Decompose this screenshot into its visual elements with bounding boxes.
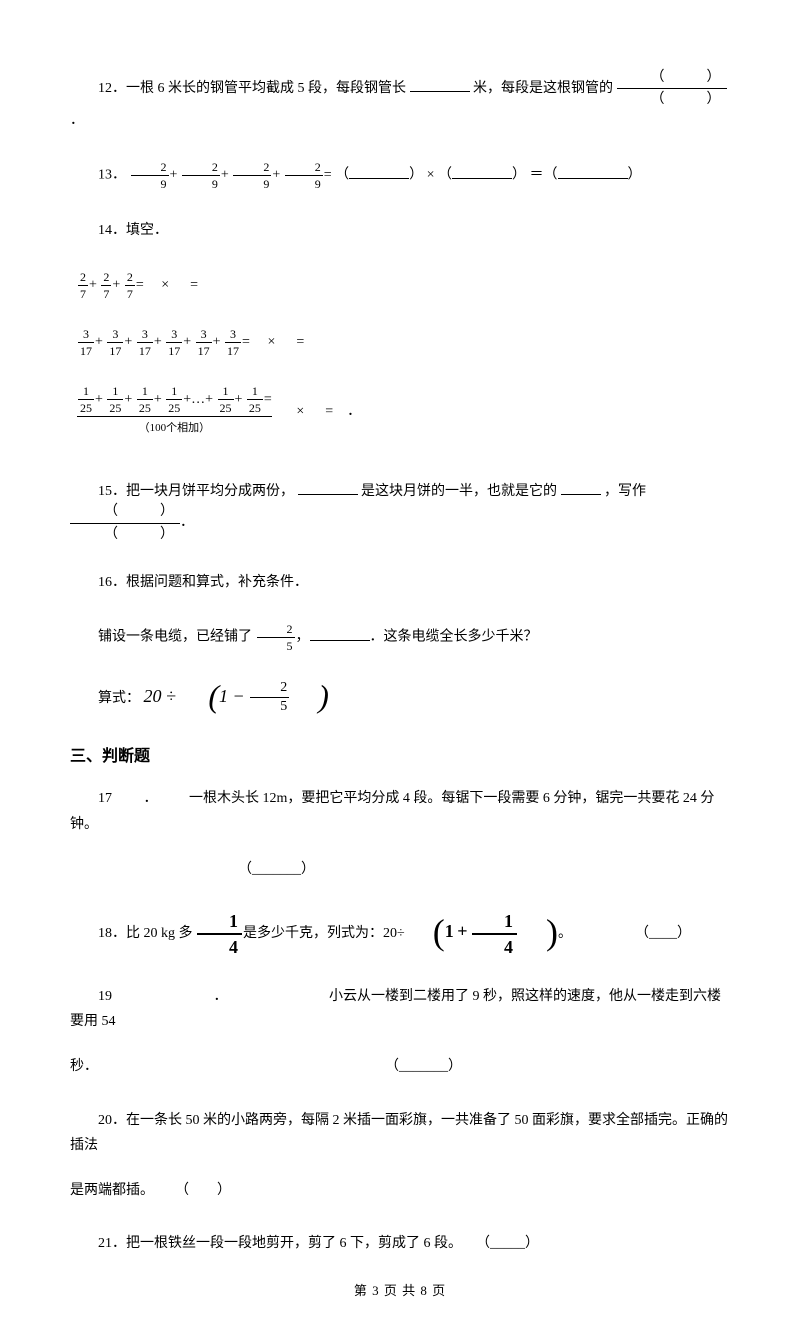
q13-b3[interactable] <box>558 165 628 179</box>
q16-frac: 25 <box>257 623 295 652</box>
question-20: 20．在一条长 50 米的小路两旁，每隔 2 米插一面彩旗，一共准备了 50 面… <box>70 1108 730 1158</box>
q16-num: 16 <box>98 575 112 590</box>
q19-paren[interactable]: （_______） <box>385 1059 462 1074</box>
q17-num: 17 <box>98 791 112 806</box>
q12-end: ． <box>70 113 84 128</box>
q14l1-f1: 27 <box>78 271 88 300</box>
q18-t1: ．比 20 kg 多 <box>112 926 193 941</box>
q18-num: 18 <box>98 926 112 941</box>
q15-b2[interactable] <box>561 481 601 495</box>
q14-line1: 27+ 27+ 27= × = <box>77 271 730 300</box>
q12-paren-frac[interactable]: （ ） （ ） <box>617 70 727 108</box>
q19-line2: 秒． （_______） <box>70 1054 730 1079</box>
q14l2-f6: 317 <box>225 328 241 357</box>
q14-line2: 317+ 317+ 317+ 317+ 317+ 317= × = <box>77 328 730 357</box>
q20-line2: 是两端都插。 （ ） <box>70 1178 730 1203</box>
page-footer: 第 3 页 共 8 页 <box>0 1280 800 1299</box>
q15-num: 15 <box>98 484 112 499</box>
q21-paren[interactable]: （_____） <box>476 1236 539 1251</box>
question-17: 17 ． 一根木头长 12m，要把它平均分成 4 段。每锯下一段需要 6 分钟，… <box>70 786 730 836</box>
q14l2-f1: 317 <box>78 328 94 357</box>
q12-t1: ．一根 6 米长的钢管平均截成 5 段，每段钢管长 <box>112 81 406 96</box>
q20-num: 20 <box>98 1113 112 1128</box>
q19-num: 19 <box>98 989 112 1004</box>
q20-t1: ．在一条长 50 米的小路两旁，每隔 2 米插一面彩旗，一共准备了 50 面彩旗… <box>70 1113 728 1153</box>
q14l1-f3: 27 <box>125 271 135 300</box>
q15-t1: ．把一块月饼平均分成两份， <box>112 484 294 499</box>
q14l1-f2: 27 <box>101 271 111 300</box>
question-13: 13． 29+ 29+ 29+ 29= （） × （） ＝（） <box>70 161 730 190</box>
q14l2-f2: 317 <box>107 328 123 357</box>
q21-num: 21 <box>98 1236 112 1251</box>
q14l2-f3: 317 <box>137 328 153 357</box>
q16-line3: 算式： 20 ÷ (1 − 25) <box>70 680 730 714</box>
q17-t1: 一根木头长 12m，要把它平均分成 4 段。每锯下一段需要 6 分钟，锯完一共要… <box>70 791 714 831</box>
q21-t: ．把一根铁丝一段一段地剪开，剪了 6 下，剪成了 6 段。 <box>112 1236 462 1251</box>
q16-blank[interactable] <box>310 627 370 641</box>
q14l3-brace: 125+ 125+ 125+ 125+…+ 125+ 125= （100个相加） <box>77 385 272 439</box>
q18-t3: 。 <box>558 926 572 941</box>
q14l2-f4: 317 <box>166 328 182 357</box>
q14l2-f5: 317 <box>196 328 212 357</box>
question-14-head: 14．填空． <box>70 218 730 243</box>
q18-paren[interactable]: （____） <box>635 926 691 941</box>
q15-pf[interactable]: （ ） （ ） <box>70 504 180 542</box>
q13-f1: 29 <box>131 161 169 190</box>
q13-f2: 29 <box>182 161 220 190</box>
q15-t2: 是这块月饼的一半，也就是它的 <box>361 484 557 499</box>
q13-num: 13 <box>98 168 112 183</box>
q13-f3: 29 <box>233 161 271 190</box>
question-18: 18．比 20 kg 多 14是多少千克，列式为：20÷(1 + 14)。 （_… <box>70 912 730 956</box>
q15-t3: ，写作 <box>604 484 646 499</box>
q16-formula: 20 ÷ (1 − 25) <box>144 686 329 706</box>
q16-t: ．根据问题和算式，补充条件． <box>112 575 308 590</box>
q16-line2: 铺设一条电缆，已经铺了 25，．这条电缆全长多少千米？ <box>70 623 730 652</box>
q17-paren-line: （_______） <box>70 857 730 882</box>
q18-f2: 14 <box>472 912 517 956</box>
question-12: 12．一根 6 米长的钢管平均截成 5 段，每段钢管长 米，每段是这根钢管的 （… <box>70 70 730 133</box>
q14-t: ．填空． <box>112 223 168 238</box>
q17-paren[interactable]: （_______） <box>238 862 315 877</box>
q13-b2[interactable] <box>452 165 512 179</box>
q20-paren[interactable]: （ ） <box>175 1183 231 1198</box>
q15-end: ． <box>180 515 194 530</box>
q19-t1: 小云从一楼到二楼用了 9 秒，照这样的速度，他从一楼走到六楼要用 54 <box>70 989 721 1029</box>
q12-t2: 米，每段是这根钢管的 <box>473 81 613 96</box>
question-16-head: 16．根据问题和算式，补充条件． <box>70 570 730 595</box>
question-19: 19 ． 小云从一楼到二楼用了 9 秒，照这样的速度，他从一楼走到六楼要用 54 <box>70 984 730 1034</box>
q18-f1: 14 <box>197 912 242 956</box>
q15-b1[interactable] <box>298 481 358 495</box>
q12-num: 12 <box>98 81 112 96</box>
q14-line3: 125+ 125+ 125+ 125+…+ 125+ 125= （100个相加）… <box>77 385 730 439</box>
q18-t2: 是多少千克，列式为：20÷ <box>243 926 405 941</box>
question-15: 15．把一块月饼平均分成两份， 是这块月饼的一半，也就是它的 ，写作 （ ） （… <box>70 479 730 542</box>
q14l3-note: （100个相加） <box>77 416 272 439</box>
section-3-title: 三、判断题 <box>70 742 730 766</box>
q13-f4: 29 <box>285 161 323 190</box>
q13-b1[interactable] <box>349 165 409 179</box>
q12-blank1[interactable] <box>410 78 470 92</box>
q14-num: 14 <box>98 223 112 238</box>
question-21: 21．把一根铁丝一段一段地剪开，剪了 6 下，剪成了 6 段。 （_____） <box>70 1231 730 1256</box>
